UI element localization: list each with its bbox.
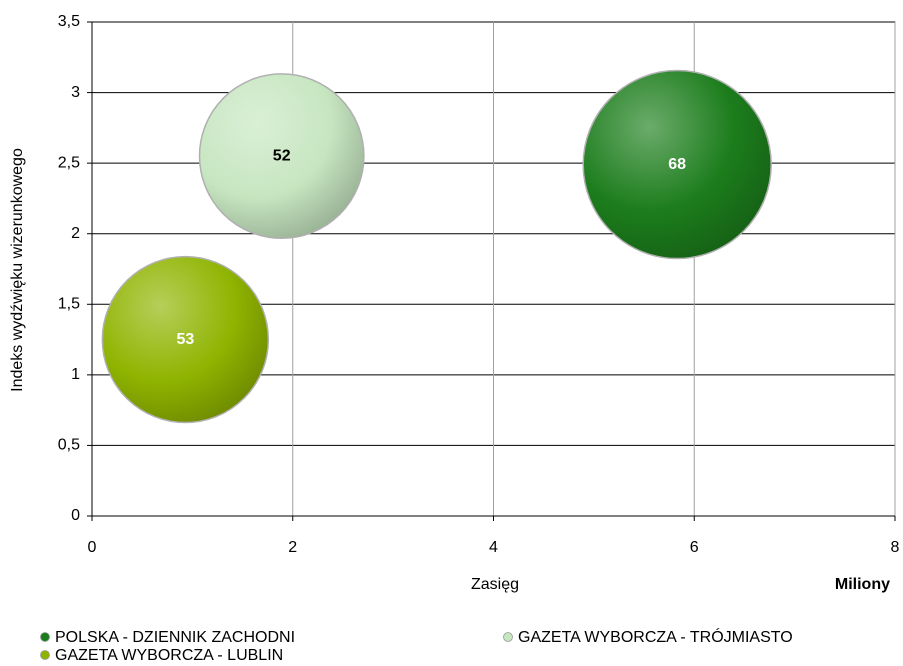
bubble xyxy=(582,69,772,260)
x-tick-label: 8 xyxy=(891,539,900,556)
data-label: 53 xyxy=(176,331,194,348)
legend-marker xyxy=(40,632,50,642)
bubble xyxy=(101,255,270,424)
y-tick-label: 3 xyxy=(71,84,80,101)
x-tick-label: 6 xyxy=(690,539,699,556)
y-tick-label: 1 xyxy=(71,366,80,383)
data-label: 52 xyxy=(273,147,291,164)
y-tick-label: 0,5 xyxy=(58,437,80,454)
legend-label: POLSKA - DZIENNIK ZACHODNI xyxy=(55,629,295,646)
y-tick-label: 1,5 xyxy=(58,296,80,313)
x-unit-label: Miliony xyxy=(835,576,890,593)
y-tick-label: 3,5 xyxy=(58,13,80,30)
x-tick-label: 4 xyxy=(489,539,498,556)
x-tick-label: 0 xyxy=(88,539,97,556)
y-tick-label: 2,5 xyxy=(58,154,80,171)
legend-label: GAZETA WYBORCZA - TRÓJMIASTO xyxy=(518,627,793,646)
y-tick-label: 0 xyxy=(71,507,80,524)
x-tick-label: 2 xyxy=(288,539,297,556)
legend-marker xyxy=(40,650,50,660)
y-tick-label: 2 xyxy=(71,225,80,242)
bubble xyxy=(198,73,365,240)
legend-marker xyxy=(503,632,513,642)
legend-label: GAZETA WYBORCZA - LUBLIN xyxy=(55,647,283,664)
y-axis-title: Indeks wydźwięku wizerunkowego xyxy=(9,148,26,392)
x-axis-title: Zasięg xyxy=(471,576,519,593)
data-label: 68 xyxy=(668,156,686,173)
